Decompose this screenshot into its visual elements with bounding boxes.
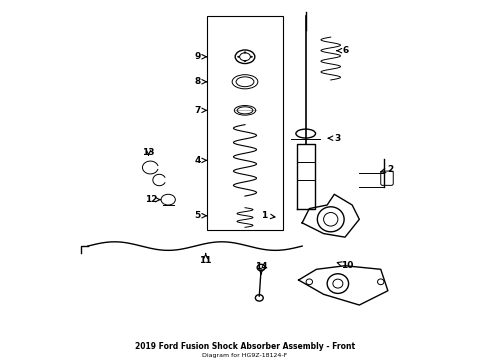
Text: 12: 12 [145, 195, 161, 204]
Text: 2: 2 [381, 165, 393, 174]
Text: 10: 10 [337, 261, 353, 270]
Text: Diagram for HG9Z-18124-F: Diagram for HG9Z-18124-F [202, 353, 288, 358]
Ellipse shape [238, 56, 240, 58]
Ellipse shape [244, 52, 246, 53]
Bar [207, 16, 283, 230]
Text: 8: 8 [195, 77, 207, 86]
Text: 2019 Ford Fusion Shock Absorber Assembly - Front: 2019 Ford Fusion Shock Absorber Assembly… [135, 342, 355, 351]
Text: 5: 5 [195, 211, 207, 220]
Text: 9: 9 [195, 52, 207, 61]
Text: 11: 11 [199, 253, 212, 265]
Text: 3: 3 [328, 134, 340, 143]
Ellipse shape [244, 60, 246, 62]
Text: 4: 4 [195, 156, 207, 165]
Text: 13: 13 [142, 148, 155, 157]
Text: 6: 6 [337, 46, 349, 55]
Ellipse shape [250, 56, 252, 58]
Text: 1: 1 [262, 211, 275, 220]
Text: 7: 7 [195, 106, 207, 115]
Text: 14: 14 [255, 262, 268, 274]
